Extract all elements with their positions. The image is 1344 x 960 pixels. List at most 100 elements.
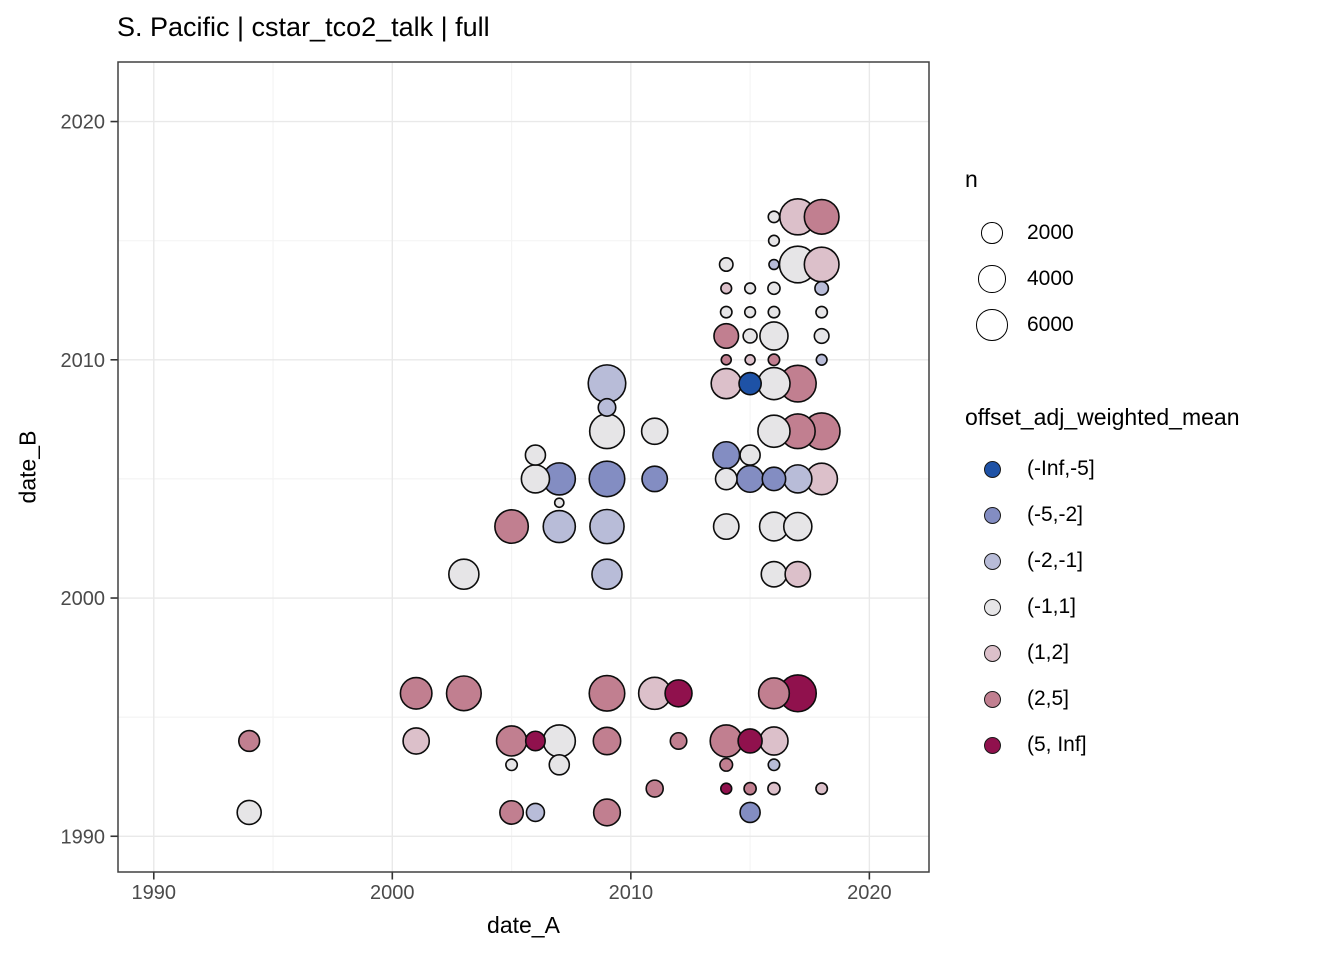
data-point [587, 364, 627, 404]
data-point [588, 674, 626, 712]
x-axis-label: date_A [487, 912, 560, 938]
data-point [714, 467, 738, 491]
color-key-dot-icon [983, 736, 1001, 754]
data-point [761, 466, 787, 492]
color-legend-value: (-Inf,-5] [1027, 457, 1095, 480]
data-point [739, 801, 761, 824]
legend-key [965, 552, 1019, 570]
data-point [760, 560, 788, 588]
data-point [803, 198, 840, 235]
data-point [710, 367, 743, 400]
data-point [784, 560, 812, 588]
color-legend-value: (-1,1] [1027, 595, 1077, 618]
data-point [767, 758, 781, 772]
data-point [782, 511, 813, 542]
data-point [640, 417, 669, 446]
data-point [767, 210, 781, 224]
data-point [735, 464, 765, 494]
color-legend-entry: (1,2] [965, 630, 1240, 676]
size-key-circle-icon [978, 265, 1006, 293]
data-point [815, 353, 828, 366]
data-point [718, 256, 734, 273]
data-point [589, 508, 625, 545]
legend-key [965, 736, 1019, 754]
data-point [744, 354, 756, 366]
size-legend-entries: 2000 4000 6000 [965, 210, 1074, 348]
data-point [591, 558, 623, 591]
data-point [782, 464, 813, 494]
data-point [813, 327, 830, 345]
data-point [237, 729, 261, 753]
color-legend-value: (2,5] [1027, 687, 1070, 710]
color-key-dot-icon [983, 552, 1001, 570]
color-legend-value: (-2,-1] [1027, 549, 1084, 572]
data-point [815, 305, 829, 319]
data-point [664, 679, 693, 708]
data-point [767, 781, 781, 796]
data-point [743, 305, 757, 319]
size-legend-value: 6000 [1027, 313, 1074, 336]
size-legend-title: n [965, 166, 978, 192]
color-legend-title: offset_adj_weighted_mean [965, 404, 1240, 430]
color-legend-entry: (5, Inf] [965, 722, 1240, 768]
data-point [739, 444, 761, 466]
color-legend: offset_adj_weighted_mean (-Inf,-5] (-5,-2… [965, 404, 1240, 768]
data-point [592, 798, 622, 827]
y-tick-label: 2010 [61, 350, 106, 372]
y-axis-label: date_B [14, 430, 41, 504]
data-point [759, 726, 789, 756]
data-point [588, 413, 626, 450]
data-point [743, 781, 757, 796]
legend-key [965, 690, 1019, 708]
color-legend-entries: (-Inf,-5] (-5,-2] (-2,-1] (-1,1] (1,2] (2,5] (… [965, 446, 1240, 768]
data-point [448, 558, 480, 591]
size-legend: n 2000 4000 6000 [965, 166, 1074, 348]
data-point [768, 258, 780, 271]
data-point [542, 509, 577, 544]
color-key-dot-icon [983, 644, 1001, 662]
x-tick-label: 2020 [847, 882, 892, 904]
color-legend-value: (5, Inf] [1027, 733, 1087, 756]
data-point [548, 753, 571, 776]
color-legend-entry: (-1,1] [965, 584, 1240, 630]
data-point [719, 757, 734, 772]
data-point [720, 782, 733, 795]
color-legend-entry: (-2,-1] [965, 538, 1240, 584]
color-legend-value: (-5,-2] [1027, 503, 1084, 526]
data-point [592, 726, 622, 756]
size-legend-entry: 4000 [965, 256, 1074, 302]
data-point [713, 322, 740, 350]
chart-title: S. Pacific | cstar_tco2_talk | full [117, 12, 490, 42]
data-point [712, 513, 740, 541]
data-point [767, 305, 781, 319]
data-point [669, 731, 688, 750]
data-point [495, 725, 528, 757]
color-legend-entry: (2,5] [965, 676, 1240, 722]
data-point [542, 724, 577, 758]
data-point [767, 234, 781, 247]
legend-key [965, 460, 1019, 478]
x-tick-label: 2010 [609, 882, 654, 904]
data-point [588, 460, 626, 498]
color-key-dot-icon [983, 690, 1001, 708]
y-tick-label: 2000 [61, 588, 106, 610]
data-point [759, 321, 789, 351]
x-tick-label: 2000 [370, 882, 415, 904]
color-key-dot-icon [983, 460, 1001, 478]
size-key-circle-icon [981, 222, 1003, 244]
color-key-dot-icon [983, 598, 1001, 616]
data-point [524, 444, 547, 466]
legend-key [965, 222, 1019, 244]
size-legend-entry: 6000 [965, 302, 1074, 348]
data-point [525, 802, 546, 823]
data-point [719, 305, 733, 319]
data-point [737, 728, 763, 754]
color-legend-entry: (-5,-2] [965, 492, 1240, 538]
data-point [767, 281, 781, 296]
color-legend-value: (1,2] [1027, 641, 1070, 664]
x-tick-label: 1990 [132, 882, 177, 904]
data-point [505, 758, 519, 772]
data-point [720, 354, 733, 366]
data-point [236, 799, 262, 826]
